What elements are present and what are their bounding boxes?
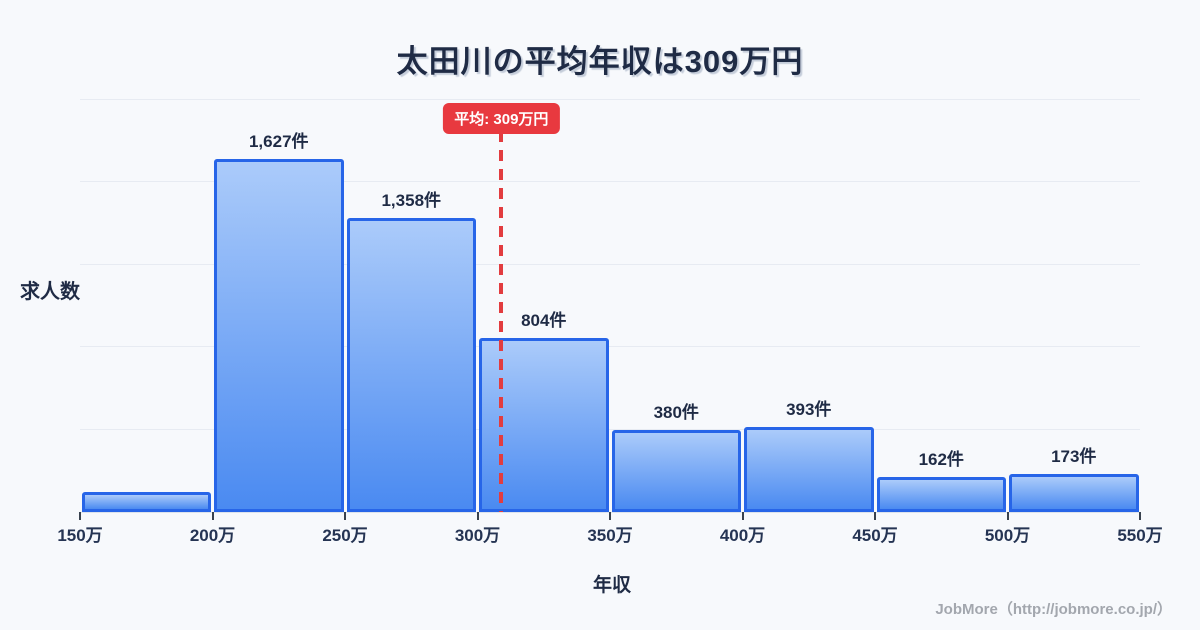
gridline	[80, 428, 1140, 430]
bar-350万-400万	[611, 430, 741, 512]
chart-title: 太田川の平均年収は309万円	[396, 44, 804, 79]
gridline	[80, 99, 1140, 100]
x-axis-tick	[344, 512, 346, 520]
mean-value-badge: 平均: 309万円	[443, 103, 560, 134]
x-axis-label: 年収	[592, 575, 631, 596]
bar-value-label: 393件	[786, 400, 832, 419]
x-axis-tick-label: 350万	[587, 526, 633, 545]
x-axis-tick-label: 150万	[57, 526, 103, 545]
y-axis-label: 求人数	[20, 281, 80, 303]
x-axis-tick-label: 500万	[984, 526, 1031, 545]
x-axis-tick	[609, 512, 611, 520]
x-axis-tick-label: 200万	[189, 526, 236, 545]
x-axis-tick	[79, 512, 81, 520]
x-axis-tick-label: 550万	[1117, 526, 1163, 545]
bar-value-label: 173件	[1051, 447, 1097, 466]
x-axis-tick	[476, 512, 479, 520]
bar-value-label: 380件	[653, 403, 699, 422]
x-axis-tick	[1006, 512, 1009, 520]
gridline	[80, 263, 1140, 265]
x-axis-tick-label: 250万	[322, 526, 368, 545]
gridline	[80, 181, 1140, 183]
x-axis-tick	[1139, 512, 1141, 520]
x-axis-tick-label: 300万	[454, 526, 501, 545]
footer-credit: JobMore（http://jobmore.co.jp/）	[935, 601, 1172, 618]
bar-500万-550万	[1009, 474, 1139, 512]
mean-dashed-line	[499, 131, 504, 512]
x-axis-tick-label: 450万	[852, 526, 898, 545]
x-axis-tick	[874, 512, 876, 520]
bar-400万-450万	[744, 427, 874, 512]
bar-150万-200万	[81, 492, 211, 512]
bar-250万-300万	[346, 218, 476, 512]
x-axis-tick-label: 400万	[719, 526, 766, 545]
x-axis-tick	[211, 512, 214, 520]
bar-value-label: 1,627件	[248, 132, 309, 151]
bar-450万-500万	[876, 477, 1006, 512]
x-axis-tick	[741, 512, 744, 520]
bar-value-label: 804件	[521, 311, 567, 330]
bar-value-label: 1,358件	[381, 191, 442, 210]
bar-value-label: 162件	[918, 450, 964, 469]
gridline	[80, 346, 1140, 348]
plot-area: 1,627件 1,358件 804件 380件 393件 162件 173件 150万 200万…	[57, 99, 1163, 545]
bar-200万-250万	[214, 159, 344, 512]
